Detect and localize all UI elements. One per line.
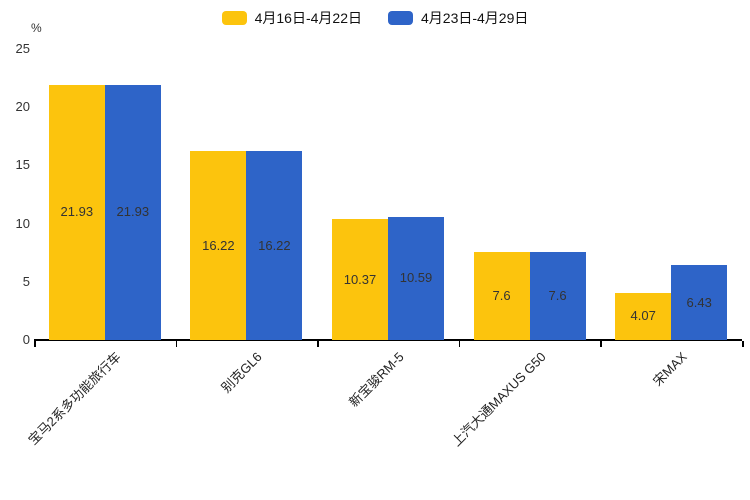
x-axis-tick [742, 341, 744, 347]
bar-week2 [388, 216, 444, 340]
x-axis-tick [458, 341, 461, 347]
x-axis-category-label: 宋MAX [650, 349, 690, 389]
y-axis-unit-label: % [31, 21, 42, 35]
chart-legend: 4月16日-4月22日 4月23日-4月29日 [0, 8, 750, 28]
bar-value-label: 21.93 [116, 204, 150, 220]
bar-week1 [48, 84, 105, 340]
bar-value-label: 7.6 [492, 287, 511, 303]
bar-week1 [473, 251, 530, 340]
bar-value-label: 16.22 [202, 237, 235, 253]
legend-label-week2: 4月23日-4月29日 [421, 10, 529, 26]
bar-week2 [529, 251, 586, 340]
bar-week2 [104, 84, 161, 340]
y-tick-label: 10 [15, 215, 30, 231]
bar-value-label: 21.93 [60, 204, 94, 220]
y-tick-label: 25 [15, 41, 30, 56]
x-axis-tick [34, 341, 36, 347]
x-axis-category-label: 新宝骏RM-5 [346, 349, 407, 410]
bar-value-label: 16.22 [258, 237, 291, 253]
x-axis-tick [317, 341, 319, 347]
bar-week1 [190, 151, 247, 340]
y-tick-label: 15 [15, 157, 30, 173]
bar-value-label: 6.43 [686, 294, 712, 310]
legend-swatch-week2 [388, 11, 413, 25]
legend-item-week1[interactable]: 4月16日-4月22日 [221, 8, 362, 28]
bar-week2 [671, 265, 728, 340]
legend-label-week1: 4月16日-4月22日 [254, 10, 362, 26]
x-axis-tick [175, 341, 178, 347]
x-axis-line [34, 339, 742, 341]
y-tick-label: 0 [22, 332, 30, 347]
legend-swatch-week1 [221, 11, 247, 25]
y-tick-label: 20 [15, 99, 30, 115]
bar-week1 [615, 292, 672, 340]
y-tick-label: 5 [22, 273, 30, 289]
x-axis-category-label: 宝马2系多功能旅行车 [25, 349, 124, 448]
bar-value-label: 10.59 [399, 270, 433, 286]
x-axis-category-label: 别克GL6 [218, 349, 266, 396]
legend-item-week2[interactable]: 4月23日-4月29日 [388, 8, 528, 28]
bar-value-label: 4.07 [630, 308, 656, 324]
bar-week2 [246, 151, 303, 340]
bar-value-label: 10.37 [343, 271, 377, 287]
x-axis-category-label: 上汽大通MAXUS G50 [448, 349, 549, 450]
bar-value-label: 7.6 [548, 287, 567, 303]
bar-week1 [332, 219, 388, 340]
x-axis-tick [600, 341, 602, 347]
